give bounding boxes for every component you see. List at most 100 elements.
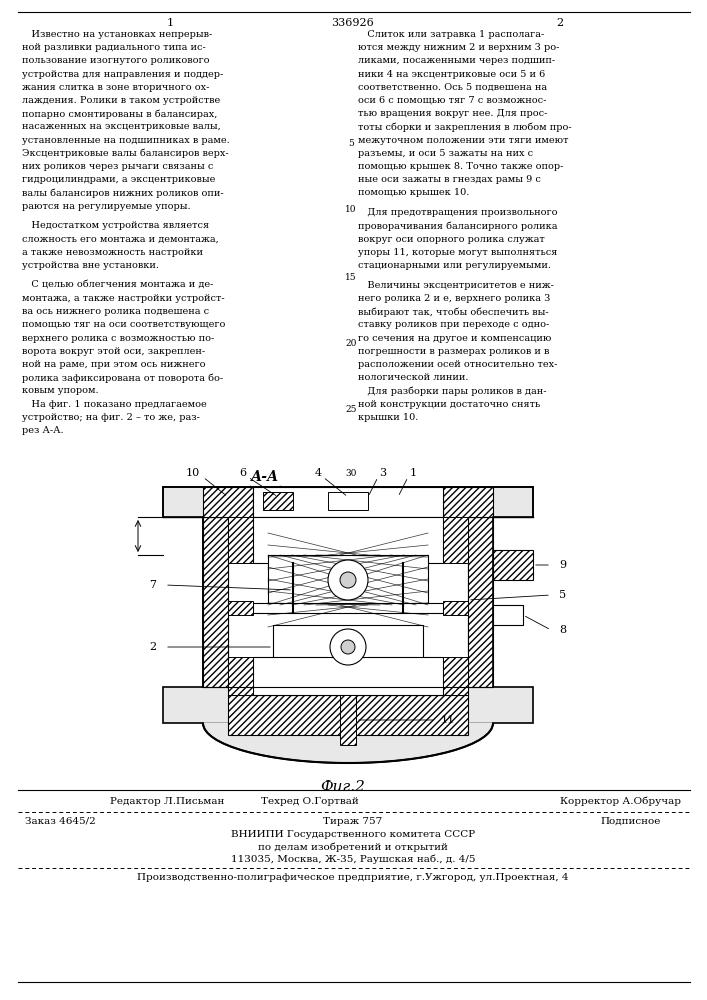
Circle shape (330, 629, 366, 665)
Bar (263, 492, 293, 510)
Text: упоры 11, которые могут выполняться: упоры 11, которые могут выполняться (358, 248, 557, 257)
Text: раются на регулируемые упоры.: раются на регулируемые упоры. (22, 202, 191, 211)
Text: лаждения. Ролики в таком устройстве: лаждения. Ролики в таком устройстве (22, 96, 221, 105)
Text: тоты сборки и закрепления в любом про-: тоты сборки и закрепления в любом про- (358, 122, 572, 132)
Text: Редактор Л.Письман: Редактор Л.Письман (110, 797, 224, 806)
Text: погрешности в размерах роликов и в: погрешности в размерах роликов и в (358, 347, 549, 356)
Text: Фиг.2: Фиг.2 (320, 780, 366, 794)
Text: по делам изобретений и открытий: по делам изобретений и открытий (258, 842, 448, 852)
Text: пользование изогнутого роликового: пользование изогнутого роликового (22, 56, 209, 65)
Text: него ролика 2 и е, верхнего ролика 3: него ролика 2 и е, верхнего ролика 3 (358, 294, 550, 303)
Text: Корректор А.Обручар: Корректор А.Обручар (560, 797, 681, 806)
Text: Для предотвращения произвольного: Для предотвращения произвольного (358, 208, 558, 217)
Bar (228, 601, 253, 615)
Text: ной на раме, при этом ось нижнего: ной на раме, при этом ось нижнего (22, 360, 206, 369)
Text: 336926: 336926 (332, 18, 375, 28)
Text: монтажа, а также настройки устройст-: монтажа, а также настройки устройст- (22, 294, 225, 303)
Bar (443, 601, 468, 615)
Bar (228, 657, 253, 695)
Text: 11: 11 (441, 715, 455, 725)
Polygon shape (203, 723, 493, 763)
Text: гидроцилиндрами, а эксцентриковые: гидроцилиндрами, а эксцентриковые (22, 175, 216, 184)
Bar (268, 555, 428, 605)
Text: оси 6 с помощью тяг 7 с возможнос-: оси 6 с помощью тяг 7 с возможнос- (358, 96, 547, 105)
Circle shape (340, 572, 356, 588)
Text: ковым упором.: ковым упором. (22, 386, 98, 395)
Bar (328, 492, 368, 510)
Text: крышки 10.: крышки 10. (358, 413, 419, 422)
Text: установленные на подшипниках в раме.: установленные на подшипниках в раме. (22, 136, 230, 145)
Text: ники 4 на эксцентриковые оси 5 и 6: ники 4 на эксцентриковые оси 5 и 6 (358, 70, 545, 79)
Text: Тираж 757: Тираж 757 (323, 817, 382, 826)
Text: Величины эксцентриситетов е ниж-: Величины эксцентриситетов е ниж- (358, 281, 554, 290)
Text: Производственно-полиграфическое предприятие, г.Ужгород, ул.Проектная, 4: Производственно-полиграфическое предприя… (137, 873, 568, 882)
Text: ные оси зажаты в гнездах рамы 9 с: ные оси зажаты в гнездах рамы 9 с (358, 175, 541, 184)
Text: 25: 25 (345, 406, 357, 414)
Text: 5: 5 (559, 590, 566, 600)
Text: Подписное: Подписное (600, 817, 660, 826)
Text: 30: 30 (345, 468, 357, 478)
Bar (340, 695, 356, 745)
Bar (443, 657, 468, 695)
Polygon shape (163, 487, 533, 723)
Text: помощью тяг на оси соответствующего: помощью тяг на оси соответствующего (22, 320, 226, 329)
Text: сложность его монтажа и демонтажа,: сложность его монтажа и демонтажа, (22, 235, 218, 244)
Text: 1: 1 (166, 18, 173, 28)
Text: ной конструкции достаточно снять: ной конструкции достаточно снять (358, 400, 540, 409)
Text: ются между нижним 2 и верхним 3 ро-: ются между нижним 2 и верхним 3 ро- (358, 43, 559, 52)
Text: С целью облегчения монтажа и де-: С целью облегчения монтажа и де- (22, 281, 214, 290)
Text: 113035, Москва, Ж-35, Раушская наб., д. 4/5: 113035, Москва, Ж-35, Раушская наб., д. … (230, 854, 475, 863)
Bar (228, 695, 468, 735)
Text: верхнего ролика с возможностью по-: верхнего ролика с возможностью по- (22, 334, 214, 343)
Text: ролика зафиксирована от поворота бо-: ролика зафиксирована от поворота бо- (22, 373, 223, 383)
Text: валы балансиров нижних роликов опи-: валы балансиров нижних роликов опи- (22, 188, 223, 198)
Text: помощью крышек 8. Точно также опор-: помощью крышек 8. Точно также опор- (358, 162, 563, 171)
Text: устройства для направления и поддер-: устройства для направления и поддер- (22, 70, 223, 79)
Text: Эксцентриковые валы балансиров верх-: Эксцентриковые валы балансиров верх- (22, 149, 228, 158)
Text: устройства вне установки.: устройства вне установки. (22, 261, 159, 270)
Text: 6: 6 (240, 468, 247, 478)
Text: попарно смонтированы в балансирах,: попарно смонтированы в балансирах, (22, 109, 217, 119)
Text: 4: 4 (315, 468, 322, 478)
Text: 3: 3 (380, 468, 387, 478)
Text: рез А-А.: рез А-А. (22, 426, 64, 435)
Bar (493, 550, 533, 580)
Text: жания слитка в зоне вторичного ох-: жания слитка в зоне вторичного ох- (22, 83, 209, 92)
Text: 1: 1 (409, 468, 416, 478)
Text: а также невозможность настройки: а также невозможность настройки (22, 248, 203, 257)
Text: Заказ 4645/2: Заказ 4645/2 (25, 817, 95, 826)
Text: Слиток или затравка 1 располага-: Слиток или затравка 1 располага- (358, 30, 544, 39)
Text: 8: 8 (559, 625, 566, 635)
Text: расположении осей относительно тех-: расположении осей относительно тех- (358, 360, 557, 369)
Text: межуточном положении эти тяги имеют: межуточном положении эти тяги имеют (358, 136, 568, 145)
Text: ставку роликов при переходе с одно-: ставку роликов при переходе с одно- (358, 320, 549, 329)
Bar (228, 500, 468, 695)
Text: ва ось нижнего ролика подвешена с: ва ось нижнего ролика подвешена с (22, 307, 209, 316)
Text: устройство; на фиг. 2 – то же, раз-: устройство; на фиг. 2 – то же, раз- (22, 413, 200, 422)
Text: 20: 20 (345, 340, 357, 349)
Text: ворота вокруг этой оси, закреплен-: ворота вокруг этой оси, закреплен- (22, 347, 205, 356)
Bar (203, 517, 228, 687)
Text: ВНИИПИ Государственного комитета СССР: ВНИИПИ Государственного комитета СССР (231, 830, 475, 839)
Bar (443, 487, 493, 517)
Text: 5: 5 (348, 138, 354, 147)
Text: На фиг. 1 показано предлагаемое: На фиг. 1 показано предлагаемое (22, 400, 206, 409)
Text: го сечения на другое и компенсацию: го сечения на другое и компенсацию (358, 334, 551, 343)
Text: Для разборки пары роликов в дан-: Для разборки пары роликов в дан- (358, 386, 547, 396)
Text: ной разливки радиального типа ис-: ной разливки радиального типа ис- (22, 43, 206, 52)
Bar (253, 657, 443, 695)
Bar (228, 517, 253, 563)
Text: ликами, посаженными через подшип-: ликами, посаженными через подшип- (358, 56, 555, 65)
Circle shape (328, 560, 368, 600)
Text: 10: 10 (186, 468, 200, 478)
Bar (273, 625, 423, 669)
Text: 2: 2 (149, 642, 156, 652)
Bar (253, 487, 443, 517)
Bar (443, 517, 468, 563)
Bar (203, 487, 253, 517)
Text: насаженных на эксцентриковые валы,: насаженных на эксцентриковые валы, (22, 122, 221, 131)
Text: Техред О.Гортвай: Техред О.Гортвай (261, 797, 359, 806)
Text: помощью крышек 10.: помощью крышек 10. (358, 188, 469, 197)
Text: вокруг оси опорного ролика служат: вокруг оси опорного ролика служат (358, 235, 545, 244)
Text: Недостатком устройства является: Недостатком устройства является (22, 221, 209, 230)
